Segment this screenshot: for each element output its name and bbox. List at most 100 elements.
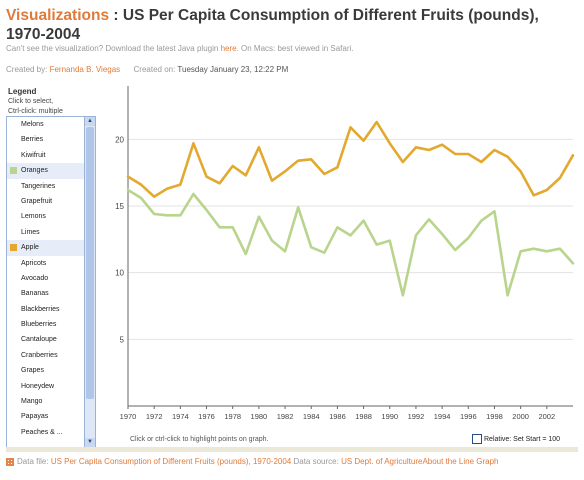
legend-item-label: Bananas [21, 290, 49, 298]
legend-list: Melons Berries Kiwifruit Oranges Tangerines G… [7, 117, 85, 440]
legend-item[interactable]: Honeydew [7, 379, 85, 394]
scroll-thumb[interactable] [86, 127, 94, 399]
legend-item-label: Apricots [21, 259, 47, 267]
legend-item-label: Oranges [21, 167, 48, 175]
legend-hint-multi: Ctrl-click: multiple [8, 108, 63, 115]
x-tick-label: 1974 [172, 412, 189, 421]
legend-item-label: Melons [21, 121, 44, 128]
legend-item[interactable]: Avocado [7, 271, 85, 286]
title-separator: : [109, 7, 123, 24]
legend-item[interactable]: Tangerines [7, 179, 85, 194]
legend-item-label: Lemons [21, 213, 46, 221]
relative-label: Relative: Set Start = 100 [484, 435, 561, 443]
created-by-label: Created by: [6, 65, 48, 74]
legend-item[interactable]: Berries [7, 132, 85, 147]
legend-item[interactable]: Bananas [7, 286, 85, 301]
legend-item[interactable]: Cantaloupe [7, 332, 85, 347]
created-on-label: Created on: [133, 65, 176, 74]
series-line-oranges [126, 188, 575, 297]
legend-scrollbar[interactable]: ▲ ▼ [84, 117, 95, 447]
page-title: Visualizations : US Per Capita Consumpti… [6, 6, 581, 44]
legend-item-label: Apple [21, 244, 39, 252]
x-tick-label: 1970 [120, 412, 137, 421]
data-source-link[interactable]: US Dept. of Agriculture [341, 457, 423, 466]
legend-item-label: Tangerines [21, 182, 56, 190]
x-tick-label: 1986 [329, 412, 346, 421]
legend-swatch [10, 167, 17, 175]
plugin-text: Can't see the visualization? Download th… [6, 44, 219, 53]
y-tick-label: 5 [120, 335, 125, 344]
x-tick-label: 1972 [146, 412, 163, 421]
about-line-graph-link[interactable]: About the Line Graph [422, 457, 499, 466]
data-grid-icon [6, 457, 14, 466]
x-tick-label: 1996 [460, 412, 477, 421]
x-tick-label: 1998 [486, 412, 503, 421]
created-on-value: Tuesday January 23, 12:22 PM [177, 65, 289, 74]
relative-checkbox[interactable] [472, 434, 482, 444]
x-tick-label: 1994 [434, 412, 451, 421]
y-tick-label: 20 [115, 135, 124, 144]
legend-item[interactable]: Melons [7, 117, 85, 132]
data-file-label: Data file: [17, 457, 49, 466]
legend-item[interactable]: Limes [7, 225, 85, 240]
relative-toggle[interactable]: Relative: Set Start = 100 [472, 434, 560, 444]
x-tick-label: 1988 [355, 412, 372, 421]
legend-item-label: Kiwifruit [21, 151, 46, 159]
legend-item[interactable]: Blueberries [7, 317, 85, 332]
scroll-up-arrow-icon[interactable]: ▲ [85, 117, 95, 126]
y-tick-label: 10 [115, 269, 124, 278]
legend-item-label: Berries [21, 136, 44, 144]
x-tick-label: 2002 [538, 412, 555, 421]
legend-item-label: Grapes [21, 367, 44, 375]
visualizations-link[interactable]: Visualizations [6, 7, 110, 24]
x-tick-label: 2000 [512, 412, 529, 421]
chart-hint: Click or ctrl-click to highlight points … [130, 436, 269, 443]
legend-item[interactable]: Apple [7, 240, 85, 256]
plugin-link[interactable]: here [220, 44, 237, 53]
legend-item[interactable]: Peaches & ... [7, 425, 85, 440]
legend-item[interactable]: Kiwifruit [7, 148, 85, 163]
legend-item-label: Honeydew [21, 382, 55, 390]
legend-item[interactable]: Blackberries [7, 302, 85, 317]
legend-item-label: Peaches & ... [21, 428, 63, 436]
author-link[interactable]: Fernanda B. Viegas [49, 65, 121, 74]
legend-item-label: Cranberries [21, 351, 58, 359]
x-tick-label: 1980 [251, 412, 268, 421]
legend-item[interactable]: Apricots [7, 256, 85, 271]
legend-item-label: Grapefruit [21, 197, 53, 205]
x-tick-label: 1982 [277, 412, 294, 421]
legend-item-label: Avocado [21, 274, 49, 282]
x-tick-label: 1990 [381, 412, 398, 421]
line-chart[interactable]: 5 10 15 20 1970 1972 1974 1976 1978 1980 1982 1984 1… [100, 80, 584, 425]
x-tick-label: 1978 [224, 412, 241, 421]
legend-item-label: Limes [21, 228, 40, 236]
legend-item[interactable]: Papayas [7, 409, 85, 424]
legend-item[interactable]: Cranberries [7, 348, 85, 363]
scroll-down-arrow-icon[interactable]: ▼ [85, 438, 95, 447]
y-tick-label: 15 [115, 202, 124, 211]
legend-item[interactable]: Oranges [7, 163, 85, 179]
x-tick-label: 1976 [198, 412, 215, 421]
title-text: US Per Capita Consumption of Different F… [6, 7, 539, 43]
x-tick-label: 1992 [408, 412, 425, 421]
legend-header: Legend Click to select, Ctrl-click: mult… [8, 87, 63, 117]
legend-item-label: Cantaloupe [21, 336, 57, 344]
legend-item-label: Blueberries [21, 321, 57, 329]
data-file-link[interactable]: US Per Capita Consumption of Different F… [50, 457, 292, 466]
legend-title: Legend [8, 87, 37, 96]
legend-item[interactable]: Lemons [7, 209, 85, 224]
legend-list-box[interactable]: Melons Berries Kiwifruit Oranges Tangerines G… [6, 116, 96, 448]
legend-item-label: Mango [21, 398, 43, 406]
creation-meta: Created by: Fernanda B. Viegas Created o… [6, 65, 288, 74]
legend-item[interactable]: Grapes [7, 363, 85, 378]
plugin-notice: Can't see the visualization? Download th… [6, 44, 354, 53]
legend-item[interactable]: Grapefruit [7, 194, 85, 209]
series-line-apple [126, 120, 575, 198]
footer: Data file: US Per Capita Consumption of … [6, 457, 499, 466]
legend-item-label: Papayas [21, 413, 49, 421]
footer-divider [6, 447, 578, 452]
plugin-after-text: . On Macs: best viewed in Safari. [236, 44, 354, 53]
legend-item[interactable]: Mango [7, 394, 85, 409]
data-source-label: Data source: [293, 457, 339, 466]
legend-hint-select: Click to select, [8, 98, 54, 105]
